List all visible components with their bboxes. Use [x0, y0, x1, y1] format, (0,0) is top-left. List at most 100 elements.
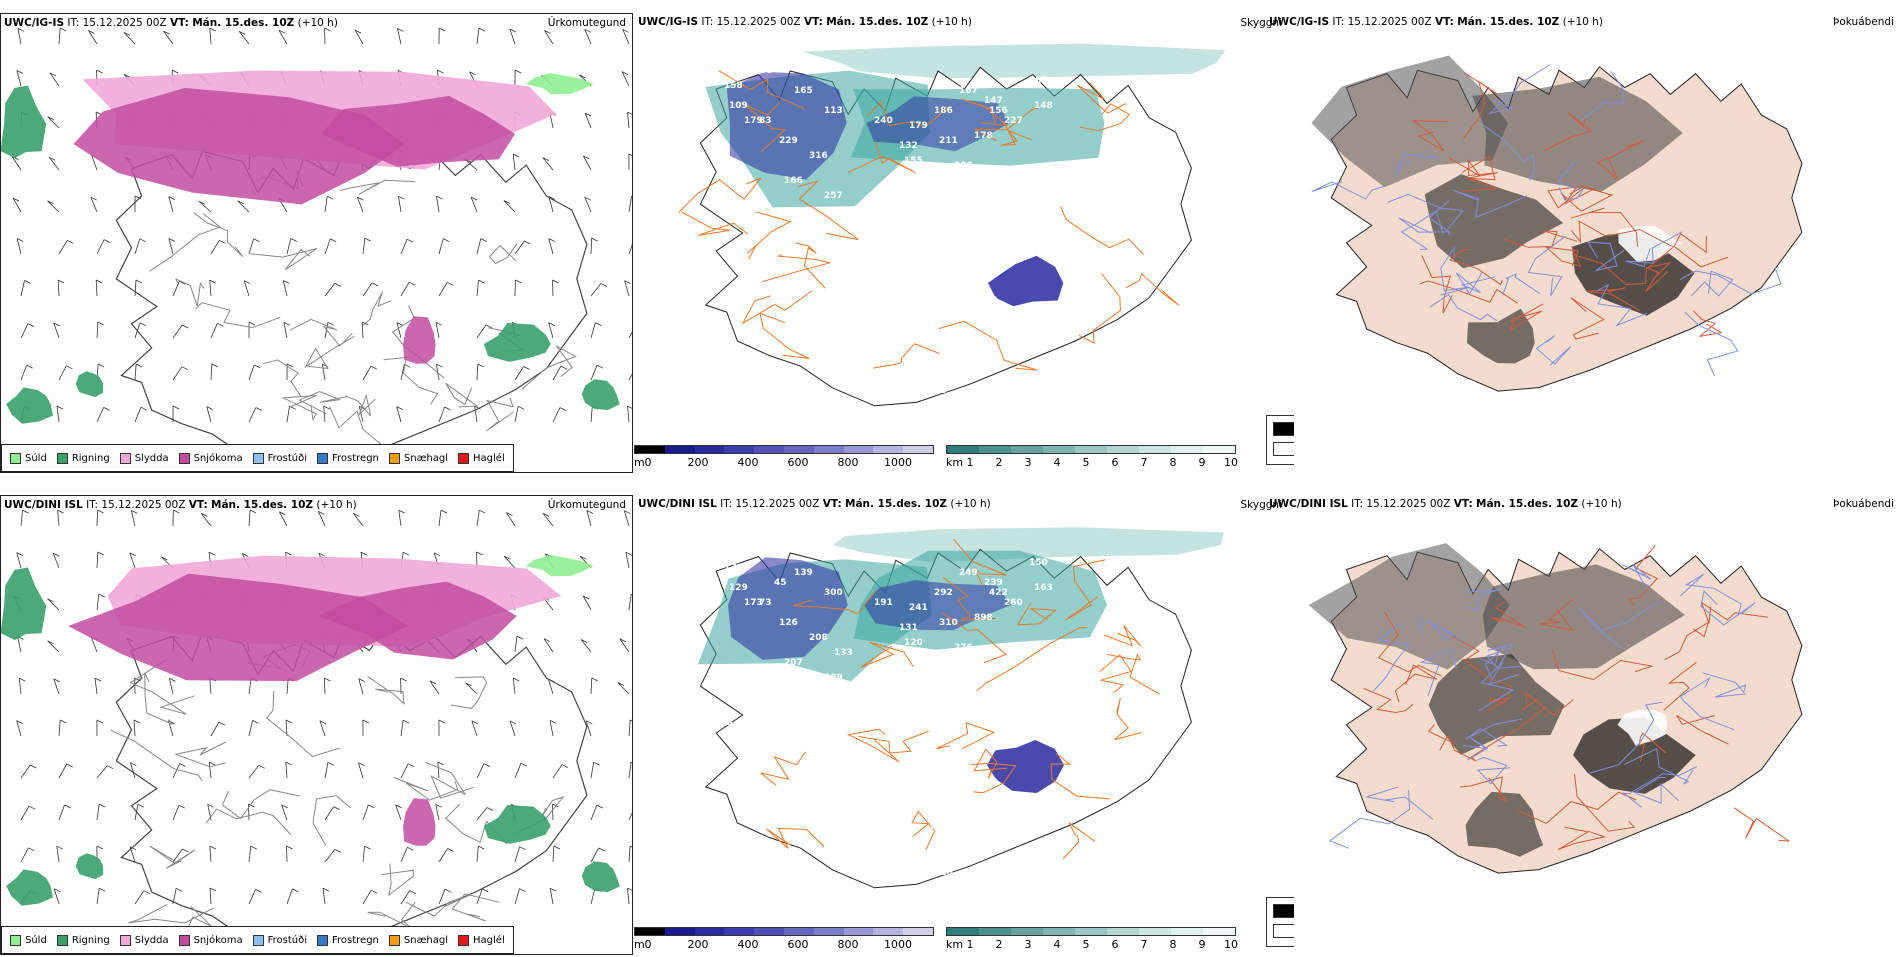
init-time: 15.12.2025 00Z [101, 499, 185, 511]
vt-label: VT: [1454, 498, 1473, 510]
height-unit: m [634, 456, 645, 469]
legend-label: Frostúði [268, 935, 307, 946]
model-name: UWC/IG-IS [4, 17, 64, 29]
height-tick: 600 [788, 938, 809, 951]
ceiling-label: 113 [824, 106, 843, 116]
ceiling-label: 292 [934, 588, 953, 598]
valid-time: Mán. 15.des. 10Z [1457, 16, 1559, 28]
forecast-header: UWC/DINI ISL IT: 15.12.2025 00Z VT: Mán.… [638, 498, 991, 510]
precip-type-map[interactable]: UWC/IG-IS IT: 15.12.2025 00Z VT: Mán. 15… [0, 13, 633, 473]
ceiling-label: 185 [894, 703, 913, 713]
legend-swatch [317, 935, 328, 946]
ceiling-label: 260 [1004, 598, 1023, 608]
ceiling-label: 132 [899, 141, 918, 151]
legend-swatch [317, 453, 328, 464]
ceiling-label: 80 [1014, 808, 1027, 818]
valid-time: Mán. 15.des. 10Z [845, 498, 947, 510]
forecast-header: UWC/IG-IS IT: 15.12.2025 00Z VT: Mán. 15… [638, 16, 972, 28]
ceiling-label: 104 [979, 296, 998, 306]
ceiling-label: 129 [729, 583, 748, 593]
legend-label: Súld [25, 935, 47, 946]
init-time: 15.12.2025 00Z [735, 498, 819, 510]
init-time: 15.12.2025 00Z [1366, 498, 1450, 510]
ceiling-label: 163 [1034, 583, 1053, 593]
legend-label: Frostúði [268, 453, 307, 464]
ceiling-label: 178 [974, 131, 993, 141]
legend-swatch [120, 935, 131, 946]
ceiling-label: 70 [929, 823, 942, 833]
ceiling-label: 282 [889, 688, 908, 698]
legend-label: Snæhagl [404, 453, 448, 464]
ceiling-label: 447 [749, 713, 768, 723]
km-tick: 6 [1112, 456, 1119, 469]
ceiling-label: 178 [724, 563, 743, 573]
ceiling-label: 422 [989, 588, 1008, 598]
precip-type-map[interactable]: UWC/DINI ISL IT: 15.12.2025 00Z VT: Mán.… [0, 495, 633, 955]
legend-swatch [389, 935, 400, 946]
ceiling-label: 244 [889, 206, 908, 216]
model-name: UWC/DINI ISL [638, 498, 717, 510]
lead-time: (+10 h) [950, 498, 990, 510]
forecast-row: UWC/IG-IS IT: 15.12.2025 00Z VT: Mán. 15… [0, 0, 1900, 475]
km-tick: 9 [1199, 456, 1206, 469]
ceiling-label: 83 [759, 116, 772, 126]
init-time: 15.12.2025 00Z [717, 16, 801, 28]
ceiling-label: 70 [749, 231, 762, 241]
ceiling-label: 120 [904, 638, 923, 648]
legend-swatch [57, 453, 68, 464]
legend-swatch [458, 453, 469, 464]
panel-title: Þokuábendi [1833, 498, 1894, 510]
ceiling-label: 131 [899, 623, 918, 633]
legend-swatch [179, 453, 190, 464]
model-name: UWC/DINI ISL [4, 499, 83, 511]
legend-item: Slydda [120, 453, 169, 464]
forecast-header: UWC/IG-IS IT: 15.12.2025 00Z VT: Mán. 15… [4, 17, 338, 29]
forecast-header: UWC/IG-IS IT: 15.12.2025 00Z VT: Mán. 15… [1269, 16, 1603, 28]
visibility-map[interactable]: UWC/IG-IS IT: 15.12.2025 00Z VT: Mán. 15… [634, 13, 1294, 473]
ceiling-label: 156 [989, 106, 1008, 116]
ceiling-label: 289 [824, 673, 843, 683]
fog-index-map[interactable]: UWC/DINI ISL IT: 15.12.2025 00Z VT: Mán.… [1266, 495, 1900, 955]
height-tick: 1000 [884, 456, 912, 469]
legend-label: Slydda [135, 935, 169, 946]
ceiling-label: 109 [729, 101, 748, 111]
fog-index-map[interactable]: UWC/IG-IS IT: 15.12.2025 00Z VT: Mán. 15… [1266, 13, 1900, 473]
model-name: UWC/IG-IS [638, 16, 698, 28]
height-tick: 600 [788, 456, 809, 469]
ceiling-label: 126 [779, 618, 798, 628]
km-tick: 10 [1224, 456, 1238, 469]
ceiling-label: 179 [909, 121, 928, 131]
km-tick: 10 [1224, 938, 1238, 951]
height-unit: m [634, 938, 645, 951]
precip-map-canvas [1, 496, 633, 955]
km-tick: 1 [967, 938, 974, 951]
vt-label: VT: [804, 16, 823, 28]
km-tick: 1 [967, 456, 974, 469]
km-unit: km [946, 456, 963, 469]
it-label: IT: [67, 17, 79, 29]
legend-label: Snjókoma [194, 935, 243, 946]
forecast-header: UWC/DINI ISL IT: 15.12.2025 00Z VT: Mán.… [1269, 498, 1622, 510]
ceiling-label: 249 [959, 568, 978, 578]
legend-label: Haglél [473, 935, 505, 946]
ceiling-label: 158 [724, 81, 743, 91]
legend-item: Slydda [120, 935, 169, 946]
valid-time: Mán. 15.des. 10Z [211, 499, 313, 511]
legend-swatch [389, 453, 400, 464]
km-tick: 4 [1054, 938, 1061, 951]
ceiling-label: 164 [994, 678, 1013, 688]
legend-label: Súld [25, 453, 47, 464]
km-tick: 5 [1083, 456, 1090, 469]
km-tick: 3 [1025, 456, 1032, 469]
legend-item: Rigning [57, 935, 110, 946]
ceiling-label: 78 [934, 386, 947, 396]
ceiling-label: 84 [1014, 326, 1027, 336]
visibility-map[interactable]: UWC/DINI ISL IT: 15.12.2025 00Z VT: Mán.… [634, 495, 1294, 955]
legend-swatch [253, 453, 264, 464]
ceiling-label: 166 [784, 176, 803, 186]
height-tick: 1000 [884, 938, 912, 951]
height-tick: 400 [738, 456, 759, 469]
